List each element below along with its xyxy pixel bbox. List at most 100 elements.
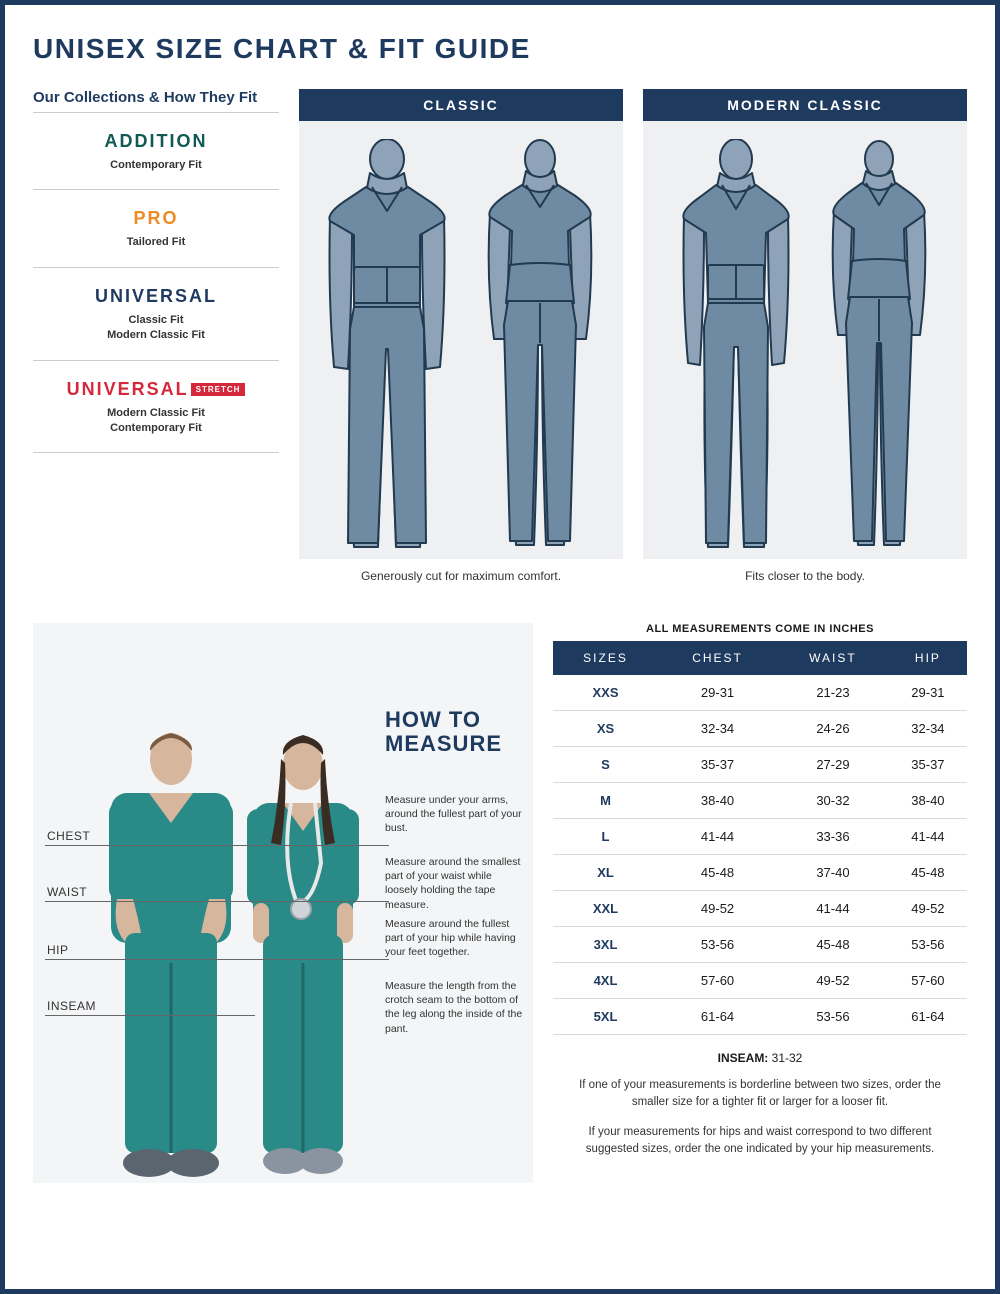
size-row: L41-4433-3641-44	[553, 819, 967, 855]
size-cell-value: 38-40	[889, 783, 967, 819]
collection-brand: UNIVERSAL	[33, 286, 279, 307]
top-section: Our Collections & How They Fit ADDITION C…	[33, 89, 967, 583]
size-col-sizes: SIZES	[553, 641, 658, 675]
size-cell-size: XL	[553, 855, 658, 891]
measure-guide-line	[45, 959, 389, 960]
fit-header: MODERN CLASSIC	[643, 89, 967, 121]
fit-panel-modern: MODERN CLASSIC	[643, 89, 967, 583]
size-cell-size: XS	[553, 711, 658, 747]
size-cell-value: 29-31	[889, 675, 967, 711]
measure-guide-line	[45, 901, 389, 902]
size-cell-value: 57-60	[658, 963, 777, 999]
how-to-measure-title: HOW TOMEASURE	[385, 708, 502, 756]
size-cell-size: L	[553, 819, 658, 855]
size-cell-value: 27-29	[777, 747, 889, 783]
collection-item: UNIVERSALSTRETCH Modern Classic FitContem…	[33, 360, 279, 454]
size-cell-value: 41-44	[889, 819, 967, 855]
fit-caption: Generously cut for maximum comfort.	[299, 559, 623, 583]
size-table: SIZESCHESTWAISTHIP XXS29-3121-2329-31XS3…	[553, 641, 967, 1035]
size-row: XXL49-5241-4449-52	[553, 891, 967, 927]
measure-instruction-waist: Measure around the smallest part of your…	[385, 855, 523, 912]
sizing-advice-1: If one of your measurements is borderlin…	[553, 1077, 967, 1112]
size-row: 5XL61-6453-5661-64	[553, 999, 967, 1035]
collection-brand: ADDITION	[33, 131, 279, 152]
size-cell-value: 53-56	[777, 999, 889, 1035]
size-cell-value: 21-23	[777, 675, 889, 711]
collections-column: Our Collections & How They Fit ADDITION C…	[33, 89, 279, 583]
size-row: M38-4030-3238-40	[553, 783, 967, 819]
measure-label-waist: WAIST	[47, 885, 87, 899]
collection-fit: Classic FitModern Classic Fit	[33, 313, 279, 344]
size-units-note: ALL MEASUREMENTS COME IN INCHES	[553, 623, 967, 635]
size-cell-size: M	[553, 783, 658, 819]
size-cell-value: 38-40	[658, 783, 777, 819]
size-row: S35-3727-2935-37	[553, 747, 967, 783]
size-cell-value: 61-64	[658, 999, 777, 1035]
collection-item: UNIVERSAL Classic FitModern Classic Fit	[33, 267, 279, 360]
size-cell-value: 53-56	[889, 927, 967, 963]
size-cell-size: 3XL	[553, 927, 658, 963]
measure-guide-line	[45, 845, 389, 846]
size-cell-value: 24-26	[777, 711, 889, 747]
fit-panel-classic: CLASSIC	[299, 89, 623, 583]
measure-label-hip: HIP	[47, 943, 69, 957]
size-row: XL45-4837-4045-48	[553, 855, 967, 891]
fit-caption: Fits closer to the body.	[643, 559, 967, 583]
mannequin-modern-female	[814, 139, 944, 559]
measure-label-inseam: INSEAM	[47, 999, 96, 1013]
size-cell-value: 35-37	[658, 747, 777, 783]
size-row: 4XL57-6049-5257-60	[553, 963, 967, 999]
page-title: UNISEX SIZE CHART & FIT GUIDE	[33, 33, 967, 65]
collection-brand: UNIVERSALSTRETCH	[33, 379, 279, 400]
mannequin-classic-male	[312, 139, 462, 559]
size-cell-value: 49-52	[777, 963, 889, 999]
size-cell-value: 49-52	[889, 891, 967, 927]
size-cell-value: 35-37	[889, 747, 967, 783]
size-cell-value: 41-44	[777, 891, 889, 927]
size-row: 3XL53-5645-4853-56	[553, 927, 967, 963]
inseam-value: 31-32	[772, 1051, 803, 1065]
size-cell-size: 5XL	[553, 999, 658, 1035]
size-cell-value: 32-34	[889, 711, 967, 747]
measure-instruction-chest: Measure under your arms, around the full…	[385, 793, 523, 836]
collection-item: PRO Tailored Fit	[33, 189, 279, 266]
size-cell-value: 49-52	[658, 891, 777, 927]
collection-fit: Tailored Fit	[33, 235, 279, 250]
size-col-hip: HIP	[889, 641, 967, 675]
fit-illustration	[299, 121, 623, 559]
mannequin-modern-male	[666, 139, 806, 559]
collection-fit: Contemporary Fit	[33, 158, 279, 173]
size-cell-value: 45-48	[777, 927, 889, 963]
measure-models-illustration	[101, 703, 371, 1183]
size-cell-size: XXL	[553, 891, 658, 927]
measure-instruction-inseam: Measure the length from the crotch seam …	[385, 979, 523, 1036]
fit-header: CLASSIC	[299, 89, 623, 121]
inseam-note: INSEAM: 31-32	[553, 1051, 967, 1065]
size-table-panel: ALL MEASUREMENTS COME IN INCHES SIZESCHE…	[553, 623, 967, 1183]
size-cell-value: 37-40	[777, 855, 889, 891]
size-cell-value: 33-36	[777, 819, 889, 855]
measure-guide-line	[45, 1015, 255, 1016]
stretch-badge: STRETCH	[191, 383, 246, 396]
bottom-section: HOW TOMEASURE	[33, 623, 967, 1183]
collection-brand: PRO	[33, 208, 279, 229]
size-row: XXS29-3121-2329-31	[553, 675, 967, 711]
collections-heading: Our Collections & How They Fit	[33, 89, 279, 112]
mannequin-classic-female	[470, 139, 610, 559]
size-cell-value: 29-31	[658, 675, 777, 711]
size-col-waist: WAIST	[777, 641, 889, 675]
measure-instruction-hip: Measure around the fullest part of your …	[385, 917, 523, 960]
size-cell-size: XXS	[553, 675, 658, 711]
collection-fit: Modern Classic FitContemporary Fit	[33, 406, 279, 437]
size-cell-value: 57-60	[889, 963, 967, 999]
sizing-advice-2: If your measurements for hips and waist …	[553, 1124, 967, 1159]
collection-item: ADDITION Contemporary Fit	[33, 112, 279, 189]
size-col-chest: CHEST	[658, 641, 777, 675]
size-cell-size: 4XL	[553, 963, 658, 999]
size-cell-value: 45-48	[889, 855, 967, 891]
size-cell-value: 53-56	[658, 927, 777, 963]
fit-illustration	[643, 121, 967, 559]
size-cell-value: 41-44	[658, 819, 777, 855]
how-to-measure-panel: HOW TOMEASURE	[33, 623, 533, 1183]
measure-label-chest: CHEST	[47, 829, 90, 843]
